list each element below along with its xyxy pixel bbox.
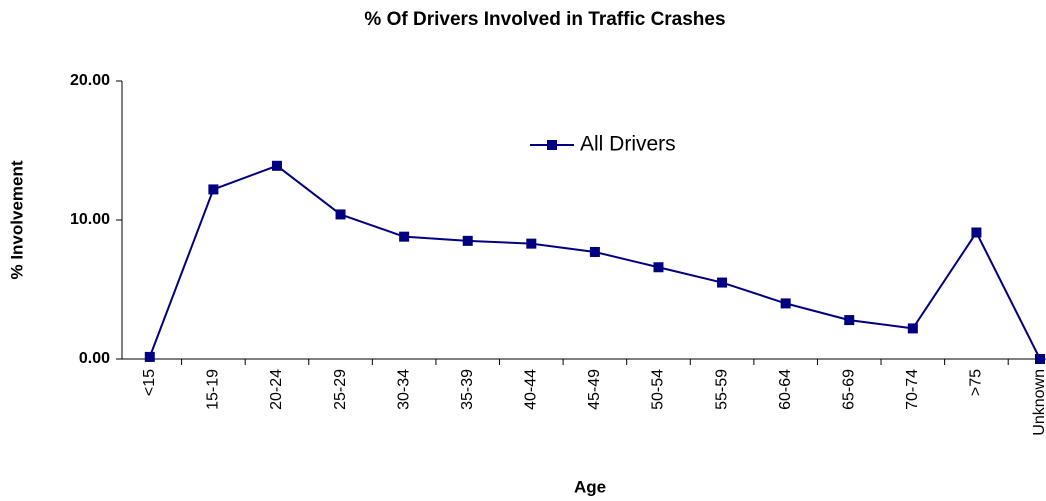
data-point (271, 160, 282, 171)
data-point (462, 235, 473, 246)
legend-label: All Drivers (580, 133, 676, 156)
x-tick-label: 20-24 (268, 369, 285, 410)
x-tick-label: 55-59 (713, 369, 730, 410)
data-point (844, 315, 855, 326)
x-tick-label: 50-54 (650, 369, 667, 410)
x-tick-label: 25-29 (332, 369, 349, 410)
data-point (144, 351, 155, 362)
data-point (208, 184, 219, 195)
y-axis-title: % Involvement (7, 160, 26, 279)
data-point (589, 246, 600, 257)
y-tick-label: 10.00 (70, 211, 110, 228)
x-tick-label: 15-19 (205, 369, 222, 410)
x-axis-title: Age (574, 477, 606, 496)
x-tick-label: 30-34 (395, 369, 412, 410)
x-tick-label: 70-74 (904, 369, 921, 410)
data-point (399, 231, 410, 242)
y-tick-label: 20.00 (70, 72, 110, 89)
x-tick-label: 35-39 (459, 369, 476, 410)
x-tick-label: Unknown (1031, 369, 1046, 436)
data-point (526, 238, 537, 249)
y-tick-label: 0.00 (79, 350, 110, 367)
data-point (971, 227, 982, 238)
data-point (335, 209, 346, 220)
x-tick-label: 60-64 (777, 369, 794, 410)
chart-title: % Of Drivers Involved in Traffic Crashes (364, 9, 725, 30)
x-tick-label: 45-49 (586, 369, 603, 410)
x-tick-label: 65-69 (840, 369, 857, 410)
x-tick-label: 40-44 (523, 369, 540, 410)
data-point (1035, 354, 1045, 364)
data-point (907, 323, 918, 334)
data-point (780, 298, 791, 309)
series-line (148, 164, 1041, 360)
data-point (717, 277, 728, 288)
data-point (653, 262, 664, 273)
x-tick-label: >75 (968, 369, 985, 396)
legend-marker (547, 140, 557, 150)
x-tick-label: <15 (141, 369, 158, 396)
